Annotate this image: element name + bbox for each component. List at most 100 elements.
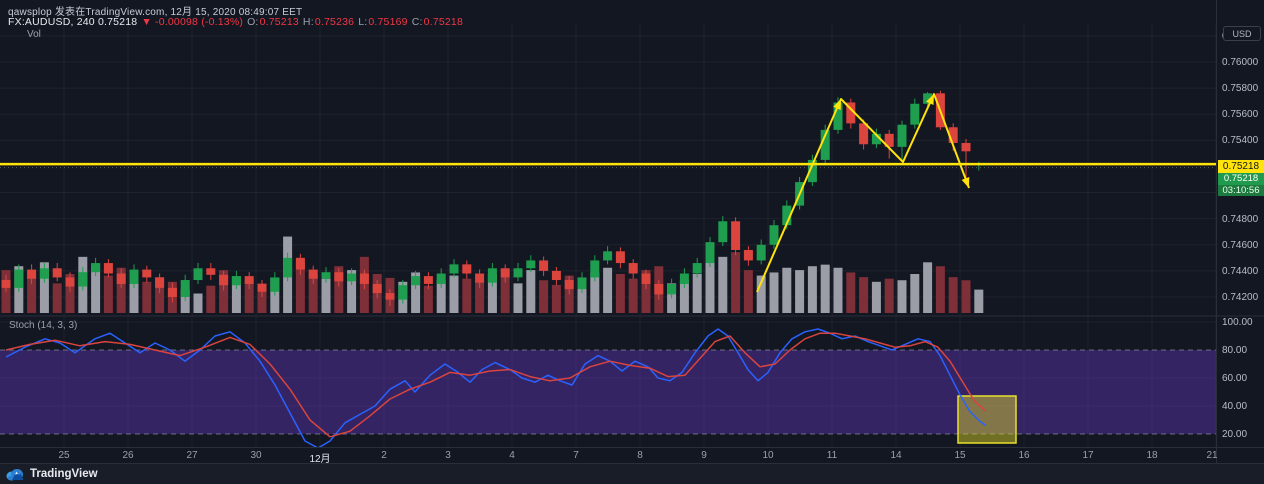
volume-bar [718,256,728,313]
volume-bar [103,275,113,313]
candle-body [679,273,689,284]
candle-body [603,251,613,261]
candle-body [718,221,728,243]
low-value: 0.75169 [368,16,408,28]
bar-countdown-label: 03:10:56 [1218,185,1264,196]
candle-body [449,264,459,274]
tradingview-logo-icon[interactable] [6,467,24,482]
candle-body [116,273,126,284]
candle-body [859,123,869,145]
volume-bar [231,276,241,313]
candle-body [78,272,88,287]
candle-body [500,268,510,278]
candle-body [705,242,715,264]
candle-body [948,127,958,143]
candle-body [411,276,421,286]
snapshot-byline: qawsplop 发表在TradingView.com, 12月 15, 202… [8,7,303,18]
candle-body [590,260,600,278]
volume-bar [577,281,587,313]
volume-bar [923,262,933,313]
candle-body [283,257,293,278]
volume-bar [948,277,958,313]
candle-body [308,269,318,279]
candle-body [142,269,152,278]
volume-bar [449,275,459,313]
volume-bar [487,274,497,313]
candle-body [743,250,753,261]
candle-body [14,269,24,288]
volume-bar [142,281,152,313]
candle-body [551,270,561,281]
symbol-price[interactable]: FX:AUDUSD, 240 0.75218 [8,16,138,28]
volume-bar [193,293,203,313]
volume-bar [641,270,651,313]
volume-bar [219,270,229,313]
candle-body [219,274,229,286]
candle-body [129,269,139,284]
candle-body [334,272,344,282]
volume-bar [795,270,805,313]
candle-body [539,260,549,271]
candle-body [39,268,49,279]
volume-indicator-label[interactable]: Vol [27,29,41,40]
volume-bar [833,267,843,313]
volume-bar [897,280,907,313]
candle-body [423,276,433,284]
volume-bar [692,274,702,313]
currency-toggle-button[interactable]: USD [1223,26,1261,41]
volume-bar [807,266,817,313]
volume-bar [321,278,331,313]
candle-body [244,276,254,284]
volume-bar [679,280,689,313]
hline-price-label: 0.75218 [1218,160,1264,173]
volume-bar [769,272,779,313]
candle-body [27,269,37,279]
candle-body [91,263,101,273]
candle-body [231,276,241,286]
volume-bar [411,272,421,313]
candle-body [731,221,741,251]
stoch-line-K [5,328,987,447]
candle-body [833,102,843,130]
candle-body [782,205,792,226]
candle-body [846,102,856,124]
volume-bar [462,278,472,313]
volume-bar [628,278,638,313]
volume-bar [884,278,894,313]
volume-bar [935,266,945,313]
volume-bar [295,262,305,313]
candle-body [871,133,881,145]
open-label: O: [247,16,259,28]
close-value: 0.75218 [423,16,463,28]
candle-body [1,280,11,288]
candle-body [206,268,216,275]
stoch-line-D [5,332,987,438]
volume-bar [475,281,485,313]
candle-body [641,273,651,284]
candle-body [961,142,971,152]
candle-body [103,263,113,274]
volume-bar [603,267,613,313]
footer-brand[interactable]: TradingView [30,468,98,480]
change-value: ▼ -0.00098 (-0.13%) [141,16,244,28]
candle-body [692,263,702,274]
volume-bar [756,275,766,313]
stoch-band [0,350,1216,434]
volume-bar [705,261,715,313]
volume-bar [513,283,523,313]
stoch-indicator-label[interactable]: Stoch (14, 3, 3) [9,320,78,331]
volume-bar [334,266,344,313]
open-value: 0.75213 [259,16,299,28]
candle-body [910,103,920,125]
volume-bar [52,283,62,313]
candle-body [487,268,497,283]
highlight-box [957,395,1017,444]
volume-bar [782,267,792,313]
candle-body [526,260,536,269]
grid-lines [0,24,1217,447]
candle-body [347,273,357,282]
volume-bar [129,280,139,313]
volume-bar [500,277,510,313]
candle-body [475,273,485,283]
